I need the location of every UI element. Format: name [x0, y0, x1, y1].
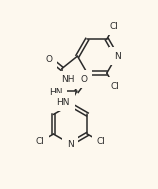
Text: HN: HN	[49, 88, 63, 97]
Text: Cl: Cl	[97, 137, 105, 146]
Text: Cl: Cl	[110, 82, 119, 91]
Text: N: N	[114, 52, 121, 61]
Text: Cl: Cl	[110, 22, 119, 31]
Text: NH: NH	[61, 75, 74, 84]
Text: N: N	[67, 140, 74, 149]
Text: Cl: Cl	[35, 137, 44, 146]
Text: HN: HN	[57, 98, 70, 107]
Text: O: O	[46, 55, 53, 64]
Text: O: O	[81, 75, 88, 84]
